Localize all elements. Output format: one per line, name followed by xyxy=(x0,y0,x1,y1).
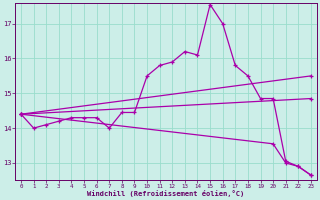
X-axis label: Windchill (Refroidissement éolien,°C): Windchill (Refroidissement éolien,°C) xyxy=(87,190,244,197)
